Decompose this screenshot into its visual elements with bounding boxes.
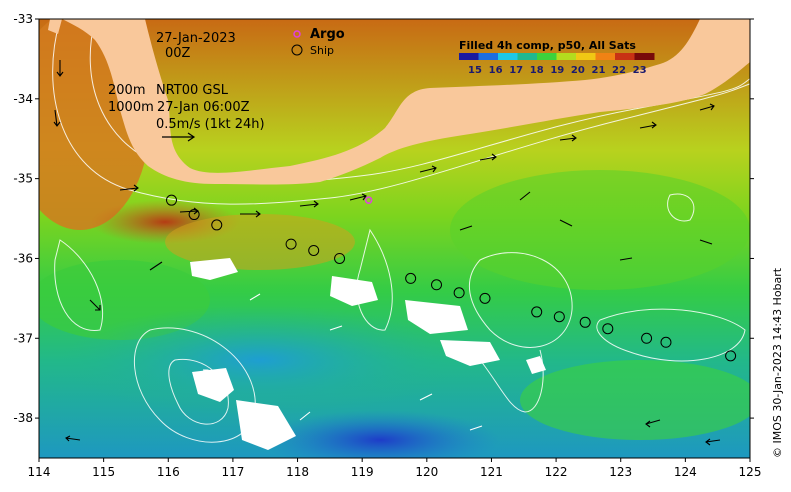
y-tick-label: -38 xyxy=(13,411,33,425)
colorbar-label: 19 xyxy=(550,65,564,76)
argo-floats xyxy=(364,196,373,204)
colorbar-label: 23 xyxy=(633,65,647,76)
cloud-gaps xyxy=(190,258,546,450)
colorbar-swatch xyxy=(517,53,538,60)
ship-marker xyxy=(641,332,653,344)
time-label: 00Z xyxy=(165,46,191,61)
y-axis: -33 -34 -35 -36 -37 -38 xyxy=(13,12,754,425)
product-time-label: 27-Jan 06:00Z xyxy=(157,100,250,115)
ship-marker xyxy=(531,306,543,318)
ship-legend-label: Ship xyxy=(310,44,334,57)
ship-marker xyxy=(334,252,346,264)
argo-legend-icon xyxy=(293,30,301,38)
x-axis: 114 115 116 117 118 119 120 121 122 123 124 125 xyxy=(28,458,762,479)
x-tick-label: 117 xyxy=(221,465,244,479)
ship-legend-icon xyxy=(291,44,303,56)
colorbar-label: 16 xyxy=(489,65,503,76)
ship-marker xyxy=(431,279,443,291)
map-field xyxy=(39,19,750,458)
ship-marker xyxy=(285,238,297,250)
scale-arrow-icon xyxy=(162,132,196,142)
ship-marker xyxy=(405,272,417,284)
date-label: 27-Jan-2023 xyxy=(156,31,236,46)
x-tick-label: 119 xyxy=(351,465,374,479)
x-tick-label: 118 xyxy=(286,465,309,479)
ship-marker xyxy=(308,244,320,256)
colorbar-swatch xyxy=(576,53,596,60)
ship-marker xyxy=(553,311,565,323)
product-label: NRT00 GSL xyxy=(156,83,229,98)
y-tick-label: -34 xyxy=(13,92,33,106)
y-tick-label: -36 xyxy=(13,251,33,265)
colorbar-label: 21 xyxy=(591,65,605,76)
colorbar-swatch xyxy=(556,53,577,60)
argo-marker xyxy=(364,196,373,204)
y-tick-label: -33 xyxy=(13,12,33,26)
x-tick-label: 124 xyxy=(674,465,697,479)
ship-marker xyxy=(453,287,465,299)
ship-marker xyxy=(479,292,491,304)
colorbar-labels: 15 16 17 18 19 20 21 22 23 xyxy=(468,65,647,76)
velocity-arrows xyxy=(53,60,721,446)
colorbar-label: 15 xyxy=(468,65,482,76)
colorbar-label: 17 xyxy=(509,65,523,76)
y-tick-label: -35 xyxy=(13,172,33,186)
southeast-band xyxy=(520,360,750,440)
colorbar-swatch xyxy=(478,53,499,60)
coldest-water xyxy=(260,410,500,458)
plot-frame xyxy=(38,18,751,459)
colorbar-swatch xyxy=(615,53,635,60)
x-tick-label: 121 xyxy=(480,465,503,479)
x-tick-label: 123 xyxy=(609,465,632,479)
land-corner xyxy=(48,19,62,34)
ship-marker xyxy=(188,209,200,221)
x-tick-label: 116 xyxy=(157,465,180,479)
ship-marker xyxy=(602,323,614,335)
colorbar-label: 18 xyxy=(530,65,544,76)
depth-1000-label: 1000m xyxy=(108,100,154,115)
colorbar-swatch xyxy=(537,53,557,60)
colorbar-swatch xyxy=(459,53,479,60)
credit-text: © IMOS 30-Jan-2023 14:43 Hobart xyxy=(771,267,784,458)
velocity-scale-label: 0.5m/s (1kt 24h) xyxy=(156,117,265,132)
colorbar-label: 20 xyxy=(571,65,585,76)
ship-marker xyxy=(725,350,737,362)
coastline-land xyxy=(62,19,750,185)
x-tick-label: 122 xyxy=(545,465,568,479)
velocity-arrows-light xyxy=(199,293,483,431)
ship-marker xyxy=(579,316,591,328)
ship-track xyxy=(166,194,737,362)
colorbar-swatch xyxy=(634,53,655,60)
argo-legend-label: Argo xyxy=(310,27,345,42)
ship-marker xyxy=(166,194,178,206)
x-tick-label: 114 xyxy=(28,465,51,479)
mid-band-east xyxy=(450,170,750,290)
warm-band xyxy=(165,214,355,270)
colorbar-title: Filled 4h comp, p50, All Sats xyxy=(459,39,636,52)
x-tick-label: 115 xyxy=(92,465,115,479)
contours xyxy=(52,19,750,443)
colorbar-swatch xyxy=(498,53,518,60)
x-tick-label: 120 xyxy=(415,465,438,479)
ship-marker xyxy=(660,336,672,348)
cool-water xyxy=(60,305,460,415)
colorbar-swatch xyxy=(595,53,616,60)
colorbar-swatches xyxy=(459,53,655,60)
x-tick-label: 125 xyxy=(739,465,762,479)
colorbar-label: 22 xyxy=(612,65,626,76)
ship-marker xyxy=(211,219,223,231)
y-tick-label: -37 xyxy=(13,331,33,345)
depth-200-label: 200m xyxy=(108,83,145,98)
